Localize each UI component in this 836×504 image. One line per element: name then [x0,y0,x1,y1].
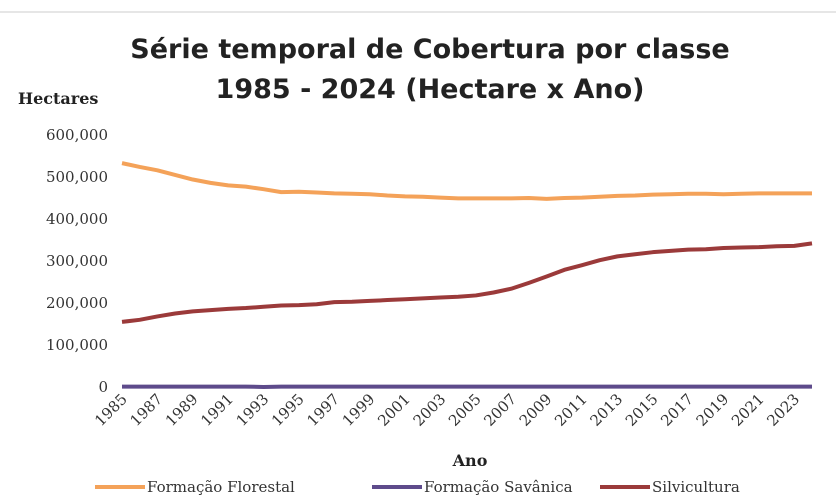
y-tick-label: 500,000 [46,168,108,186]
x-tick-label: 2015 [622,390,662,430]
y-tick-label: 0 [98,378,108,396]
x-tick-label: 1987 [126,390,166,430]
x-tick-label: 2013 [586,390,626,430]
chart-title: 1985 - 2024 (Hectare x Ano) [216,74,645,105]
legend-label: Formação Savânica [424,478,573,496]
x-tick-label: 2019 [693,390,733,430]
x-tick-label: 1995 [268,390,308,430]
legend-label: Silvicultura [652,478,740,496]
x-tick-label: 2003 [410,390,450,430]
y-tick-label: 100,000 [46,336,108,354]
y-axis-title: Hectares [18,89,98,108]
x-tick-label: 2011 [551,390,591,430]
y-tick-label: 200,000 [46,294,108,312]
x-tick-label: 1989 [162,390,202,430]
x-tick-label: 1991 [197,390,237,430]
y-tick-label: 600,000 [46,126,108,144]
x-tick-label: 1997 [303,390,343,430]
x-tick-label: 2017 [657,390,697,430]
x-axis-title: Ano [452,451,488,470]
x-tick-label: 1993 [233,390,273,430]
legend-label: Formação Florestal [147,478,295,496]
x-tick-label: 2007 [480,390,520,430]
x-tick-label: 2021 [728,390,768,430]
series-line [121,161,812,201]
x-tick-label: 2023 [763,390,803,430]
x-tick-label: 1985 [91,390,131,430]
chart-title: Série temporal de Cobertura por classe [130,34,729,65]
x-tick-label: 1999 [339,390,379,430]
x-tick-label: 2005 [445,390,485,430]
y-tick-label: 300,000 [46,252,108,270]
x-tick-label: 2009 [516,390,556,430]
series-line [121,241,813,324]
y-tick-label: 400,000 [46,210,108,228]
x-tick-label: 2001 [374,390,414,430]
